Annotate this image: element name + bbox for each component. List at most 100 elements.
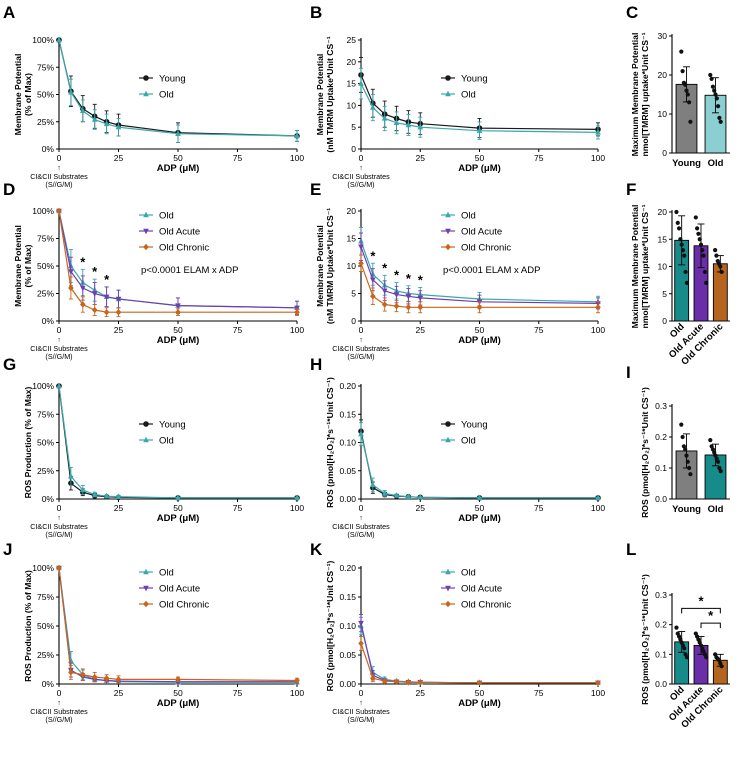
series-old-chronic (358, 635, 601, 687)
data-point (716, 459, 721, 464)
y-tick-label: 5 (351, 122, 356, 132)
data-point (358, 80, 364, 86)
data-point (417, 679, 424, 686)
x-tick-label: 50 (475, 688, 485, 698)
y-axis-label: Maximum Membrane Potential (630, 205, 640, 329)
data-point (712, 88, 717, 93)
legend-label: Old Chronic (461, 243, 511, 254)
data-point (370, 675, 376, 682)
y-tick-label: 0.00 (339, 494, 356, 504)
data-point (417, 304, 424, 311)
y-axis-label: ROS (pmol[H₂O₂]*s⁻¹*Unit CS⁻¹) (640, 387, 650, 518)
data-point (91, 306, 98, 314)
substrate-arrow: ↑ (57, 335, 61, 344)
y-tick-label: 20 (658, 207, 668, 217)
data-point (370, 277, 376, 284)
data-point (682, 253, 687, 258)
series-line (360, 622, 598, 684)
substrate-label: (S//G/M) (347, 715, 374, 724)
data-point (405, 304, 412, 311)
panel-letter: E (310, 180, 321, 199)
data-point (405, 493, 412, 499)
substrate-arrow: ↑ (57, 698, 61, 707)
data-point (294, 309, 300, 316)
panel-g: G ROS Production (% of Max) 0% 25% 50% 75% 100… (3, 355, 304, 539)
y-tick-label: 15 (347, 79, 357, 89)
x-tick-label: 50 (475, 503, 485, 513)
y-tick-label: 0.10 (339, 621, 356, 631)
x-tick-label: 100 (290, 503, 304, 513)
series-young (56, 383, 300, 501)
legend-marker (143, 436, 149, 443)
x-axis-label: ADP (μM) (458, 163, 501, 174)
data-point (678, 237, 683, 242)
y-tick-label: 0.15 (339, 409, 356, 419)
y-tick-label: 0.20 (339, 381, 356, 391)
legend-label: Young (159, 74, 186, 85)
x-tick-label: 75 (534, 503, 544, 513)
y-tick-label: 0 (351, 144, 356, 154)
data-point (714, 96, 719, 101)
legend-marker (445, 568, 451, 575)
data-point (381, 677, 388, 685)
y-tick-label: 5 (662, 289, 667, 299)
significance-star: * (92, 264, 98, 279)
panel-f: F Maximum Membrane Potential nmol[TMRM] up… (626, 180, 730, 368)
category-label: Young (672, 504, 701, 515)
significance-star: * (80, 254, 86, 269)
data-point (718, 119, 723, 124)
data-point (56, 207, 62, 215)
significance-star: * (394, 268, 400, 283)
panel-a: A Membrane Potential (% of Max) 0% 25% 50% 75%… (3, 3, 304, 189)
y-tick-label: 10 (658, 262, 668, 272)
legend-marker (143, 243, 149, 251)
significance-star: * (406, 271, 412, 286)
significance-star: * (418, 272, 424, 287)
data-point (56, 382, 62, 389)
substrate-label: (S//G/M) (45, 530, 72, 539)
x-tick-label: 75 (233, 325, 243, 335)
legend-label: Old (159, 211, 174, 222)
legend-marker (445, 211, 451, 218)
series-line (58, 385, 297, 499)
legend-label: Old Acute (159, 584, 200, 595)
y-tick-label: 50% (37, 90, 54, 100)
substrate-arrow: ↑ (359, 698, 363, 707)
data-point (80, 671, 86, 678)
y-axis-label: (nM TMRM Uptake*Unit CS⁻¹ (325, 36, 335, 152)
substrate-arrow: ↑ (359, 163, 363, 172)
x-tick-label: 100 (591, 688, 605, 698)
data-point (688, 472, 693, 477)
data-point (674, 625, 679, 630)
y-tick-label: 0% (42, 679, 55, 689)
data-point (476, 679, 483, 687)
y-tick-label: 100% (32, 563, 54, 573)
data-point (710, 84, 716, 89)
data-point (695, 226, 700, 231)
y-tick-label: 10 (347, 261, 357, 271)
category-label: Old (708, 504, 724, 515)
data-point (370, 293, 376, 300)
series-line (58, 567, 297, 683)
significance-star: * (698, 593, 704, 608)
y-tick-label: 20 (347, 206, 357, 216)
data-point (393, 302, 400, 310)
panel-e: E Membrane Potential (nM TMRM Uptake*Unit … (310, 180, 605, 361)
data-point (595, 304, 601, 311)
y-tick-label: 25% (37, 117, 54, 127)
stat-note: p<0.0001 ELAM x ADP (443, 265, 540, 276)
data-point (56, 564, 62, 572)
data-point (175, 494, 181, 501)
legend-marker (445, 243, 451, 251)
y-axis-label: ROS (pmol[H₂O₂]*s⁻¹*Unit CS⁻¹) (325, 377, 335, 508)
x-tick-label: 0 (359, 503, 364, 513)
y-tick-label: 0.2 (655, 620, 667, 630)
data-point (417, 295, 424, 302)
y-axis-label: nmol[TMRM] uptake*Unit CS⁻¹ (640, 204, 650, 328)
x-tick-label: 0 (57, 325, 62, 335)
data-point (709, 76, 714, 81)
series-line (58, 210, 297, 313)
x-tick-label: 25 (416, 325, 426, 335)
series-old-chronic (56, 207, 300, 318)
